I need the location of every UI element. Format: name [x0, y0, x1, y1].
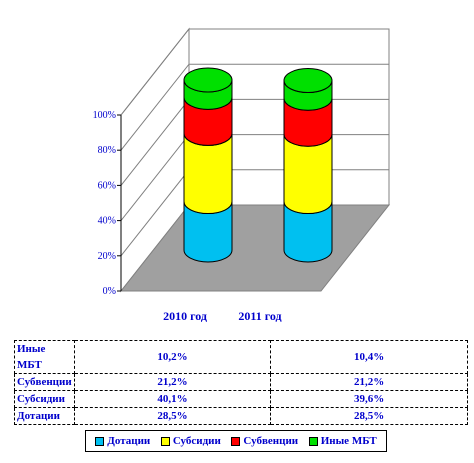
- cylinder-2010-год: [183, 67, 233, 263]
- table-row: Дотации 28,5% 28,5%: [14, 407, 468, 425]
- table-row-label: Субвенции: [14, 373, 75, 391]
- table-cell: 28,5%: [73, 407, 272, 425]
- data-table: Иные МБТ 10,2% 10,4% Субвенции 21,2% 21,2% Суб…: [14, 340, 468, 425]
- table-row-label: Иные МБТ: [14, 340, 75, 374]
- table-row-label: Субсидии: [14, 390, 75, 408]
- cylinder-top: [183, 67, 233, 93]
- x-category-label: 2010 год: [163, 309, 207, 323]
- legend-label: Дотации: [107, 435, 151, 447]
- x-category-label: 2011 год: [238, 309, 281, 323]
- legend-item: Субвенции: [231, 435, 298, 447]
- table-row: Субсидии 40,1% 39,6%: [14, 390, 468, 408]
- table-cell: 21,2%: [270, 373, 468, 391]
- cylinder-2011-год: [283, 68, 333, 263]
- y-tick-label: 20%: [98, 251, 116, 262]
- table-cell: 10,4%: [270, 340, 468, 374]
- table-cell: 40,1%: [73, 390, 272, 408]
- legend-item: Субсидии: [160, 435, 221, 447]
- x-axis-labels: 2010 год 2011 год: [163, 309, 282, 323]
- legend-swatch: [308, 436, 318, 446]
- table-cell: 21,2%: [73, 373, 272, 391]
- legend-swatch: [231, 436, 241, 446]
- legend-label: Субвенции: [243, 435, 299, 447]
- table-cell: 10,2%: [73, 340, 272, 374]
- y-tick-label: 40%: [98, 216, 116, 227]
- table-row: Субвенции 21,2% 21,2%: [14, 373, 468, 391]
- legend-label: Иные МБТ: [320, 435, 377, 447]
- chart-walls: [119, 27, 391, 293]
- legend-label: Субсидии: [172, 435, 221, 447]
- table-row-label: Дотации: [14, 407, 75, 425]
- cylinder-top: [283, 68, 333, 94]
- chart-bars: [183, 67, 333, 263]
- table-cell: 28,5%: [270, 407, 468, 425]
- legend: Дотации Субсидии Субвенции Иные МБТ: [85, 430, 387, 452]
- legend-swatch: [160, 436, 170, 446]
- table-row: Иные МБТ 10,2% 10,4%: [14, 340, 468, 374]
- table-cell: 39,6%: [270, 390, 468, 408]
- gridline: [120, 63, 389, 151]
- y-tick-label: 80%: [98, 145, 116, 156]
- y-tick-label: 0%: [103, 286, 116, 297]
- y-tick-label: 100%: [93, 110, 116, 121]
- gridline: [120, 28, 389, 116]
- chart-area: 0% 20% 40% 60% 80% 100% 2010 год 2011 год: [93, 27, 391, 323]
- legend-item: Дотации: [95, 435, 150, 447]
- y-tick-label: 60%: [98, 180, 116, 191]
- legend-swatch: [95, 436, 105, 446]
- legend-item: Иные МБТ: [308, 435, 377, 447]
